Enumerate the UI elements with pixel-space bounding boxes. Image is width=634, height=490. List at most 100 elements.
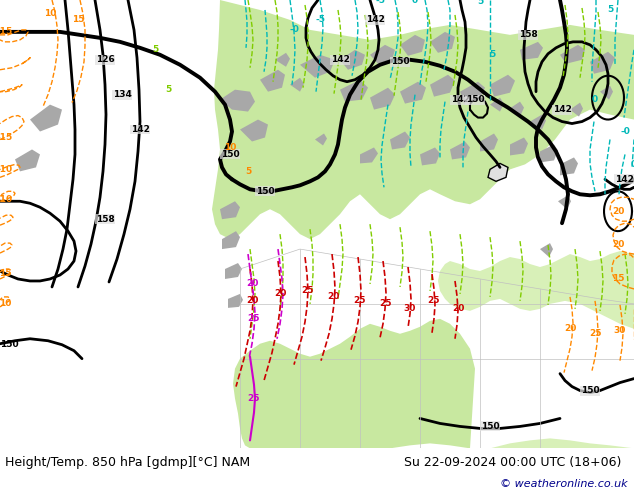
Text: 20: 20 <box>564 324 576 333</box>
Polygon shape <box>220 90 255 112</box>
Text: 5: 5 <box>477 0 483 6</box>
Text: 142: 142 <box>614 175 633 184</box>
Polygon shape <box>510 138 528 155</box>
Text: 25: 25 <box>247 314 259 323</box>
Text: 15: 15 <box>72 15 84 24</box>
Text: 150: 150 <box>221 150 239 159</box>
Text: 158: 158 <box>519 30 538 39</box>
Text: 25: 25 <box>301 287 313 295</box>
Polygon shape <box>370 88 395 110</box>
Text: 142: 142 <box>366 15 384 24</box>
Polygon shape <box>240 120 268 142</box>
Polygon shape <box>340 50 365 70</box>
Text: 150: 150 <box>256 187 275 196</box>
Text: 10: 10 <box>44 9 56 19</box>
Text: 20: 20 <box>612 207 624 216</box>
Polygon shape <box>488 163 508 181</box>
Text: 20: 20 <box>452 304 464 314</box>
Polygon shape <box>390 131 410 149</box>
Text: 126: 126 <box>96 55 114 64</box>
Text: 15: 15 <box>612 274 624 284</box>
Text: 5: 5 <box>152 45 158 54</box>
Text: -10: -10 <box>0 165 13 174</box>
Text: 20: 20 <box>612 240 624 248</box>
Text: 15: 15 <box>0 270 11 278</box>
Text: 20: 20 <box>246 296 258 305</box>
Text: 150: 150 <box>0 340 18 349</box>
Polygon shape <box>15 149 40 171</box>
Polygon shape <box>540 243 553 257</box>
Text: Su 22-09-2024 00:00 UTC (18+06): Su 22-09-2024 00:00 UTC (18+06) <box>404 456 621 469</box>
Polygon shape <box>450 142 470 159</box>
Text: Height/Temp. 850 hPa [gdmp][°C] NAM: Height/Temp. 850 hPa [gdmp][°C] NAM <box>5 456 250 469</box>
Text: 5: 5 <box>165 85 171 94</box>
Text: 25: 25 <box>378 299 391 308</box>
Text: 25: 25 <box>248 394 260 403</box>
Text: 25: 25 <box>589 329 601 338</box>
Polygon shape <box>233 319 475 448</box>
Text: 150: 150 <box>466 95 484 104</box>
Text: 142: 142 <box>330 55 349 64</box>
Text: -10: -10 <box>0 195 13 204</box>
Polygon shape <box>430 75 455 97</box>
Text: 5: 5 <box>607 5 613 15</box>
Polygon shape <box>222 231 240 249</box>
Polygon shape <box>212 0 634 239</box>
Text: 0: 0 <box>412 0 418 4</box>
Text: -5: -5 <box>316 15 326 24</box>
Text: -15: -15 <box>0 133 13 142</box>
Polygon shape <box>370 45 395 64</box>
Polygon shape <box>225 263 242 279</box>
Polygon shape <box>228 294 243 308</box>
Polygon shape <box>590 52 615 74</box>
Polygon shape <box>275 53 290 67</box>
Polygon shape <box>300 55 335 78</box>
Text: 25: 25 <box>428 296 440 305</box>
Polygon shape <box>530 115 546 129</box>
Polygon shape <box>570 102 583 117</box>
Polygon shape <box>560 157 578 175</box>
Text: 150: 150 <box>581 386 599 395</box>
Polygon shape <box>560 45 585 64</box>
Polygon shape <box>260 70 285 92</box>
Polygon shape <box>400 35 425 56</box>
Polygon shape <box>490 98 504 112</box>
Polygon shape <box>360 147 378 163</box>
Text: -15: -15 <box>0 27 13 36</box>
Text: 20: 20 <box>274 290 286 298</box>
Polygon shape <box>30 105 62 131</box>
Text: -5: -5 <box>375 0 385 4</box>
Text: 150: 150 <box>391 57 410 66</box>
Text: -0: -0 <box>620 127 630 136</box>
Text: 134: 134 <box>113 90 131 99</box>
Text: 142: 142 <box>131 125 150 134</box>
Polygon shape <box>340 80 368 101</box>
Text: -0: -0 <box>289 25 299 34</box>
Text: 10: 10 <box>224 143 236 152</box>
Polygon shape <box>430 32 455 53</box>
Text: 20: 20 <box>327 293 339 301</box>
Text: 25: 25 <box>354 296 366 305</box>
Polygon shape <box>480 133 498 151</box>
Polygon shape <box>490 75 515 97</box>
Text: 158: 158 <box>96 215 114 224</box>
Polygon shape <box>420 147 440 166</box>
Text: 150: 150 <box>481 422 500 431</box>
Polygon shape <box>315 133 327 146</box>
Polygon shape <box>540 145 558 162</box>
Polygon shape <box>558 196 571 209</box>
Polygon shape <box>600 86 613 99</box>
Polygon shape <box>290 78 304 92</box>
Text: 30: 30 <box>404 304 416 314</box>
Text: 30: 30 <box>614 326 626 335</box>
Text: 142: 142 <box>451 95 469 104</box>
Polygon shape <box>220 201 240 219</box>
Text: 142: 142 <box>553 105 571 114</box>
Text: 5: 5 <box>245 167 251 176</box>
Polygon shape <box>438 251 634 448</box>
Text: 5: 5 <box>489 50 495 59</box>
Polygon shape <box>508 101 524 117</box>
Polygon shape <box>460 82 485 103</box>
Polygon shape <box>520 42 543 60</box>
Polygon shape <box>400 82 426 103</box>
